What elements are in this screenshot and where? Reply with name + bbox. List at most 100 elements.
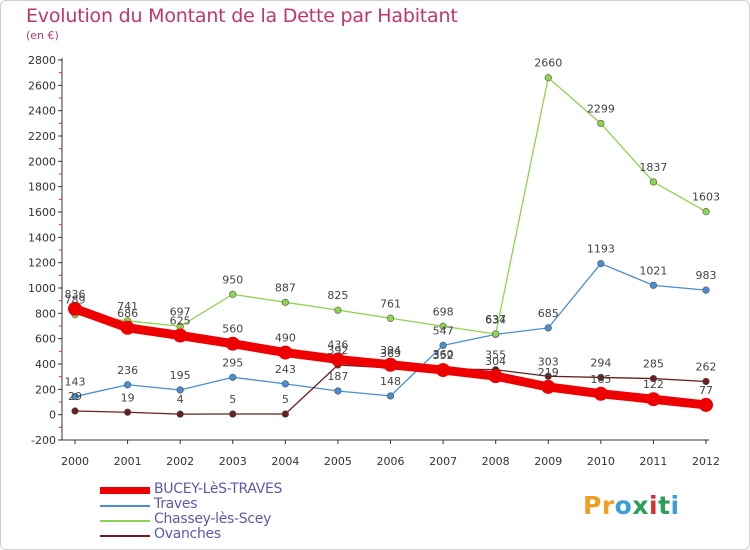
data-label: 634	[485, 313, 506, 326]
data-label: 29	[68, 390, 82, 403]
x-tick-label: 2009	[534, 455, 562, 468]
data-point	[176, 386, 184, 394]
data-label: 741	[117, 300, 138, 313]
data-label: 836	[65, 288, 86, 301]
data-label: 352	[433, 349, 454, 362]
y-tick-label: -200	[31, 434, 56, 447]
data-label: 19	[121, 391, 135, 404]
data-label: 761	[380, 297, 401, 310]
data-point	[71, 407, 79, 415]
data-label: 1021	[639, 264, 667, 277]
data-point	[176, 410, 184, 418]
data-label: 4	[177, 393, 184, 406]
x-tick-label: 2010	[587, 455, 615, 468]
data-point	[334, 306, 342, 314]
data-point	[281, 380, 289, 388]
y-tick-label: 1400	[28, 231, 56, 244]
data-label: 789	[65, 294, 86, 307]
x-tick-label: 2005	[324, 455, 352, 468]
data-label: 950	[222, 273, 243, 286]
data-label: 697	[170, 305, 191, 318]
data-label: 243	[275, 363, 296, 376]
y-tick-label: 600	[35, 333, 56, 346]
data-point	[383, 357, 398, 372]
data-point	[646, 392, 661, 407]
logo-letter: i	[670, 491, 680, 520]
data-label: 887	[275, 281, 296, 294]
data-label: 394	[380, 344, 401, 357]
data-label: 686	[117, 307, 138, 320]
x-tick-label: 2006	[377, 455, 405, 468]
data-label: 219	[538, 366, 559, 379]
data-point	[541, 379, 556, 394]
x-tick-label: 2003	[219, 455, 247, 468]
data-label: 825	[327, 289, 348, 302]
data-point	[702, 377, 710, 386]
logo-letter: P	[583, 491, 602, 520]
data-label: 547	[433, 324, 454, 337]
data-label: 1193	[587, 243, 615, 256]
y-tick-label: 2400	[28, 105, 56, 118]
y-tick-label: 1600	[28, 206, 56, 219]
data-label: 165	[590, 373, 611, 386]
data-label: 295	[222, 356, 243, 369]
data-point	[649, 178, 658, 186]
data-point	[593, 386, 608, 401]
data-label: 143	[65, 376, 86, 389]
data-label: 360	[433, 348, 454, 361]
data-point	[173, 328, 188, 343]
data-point	[439, 341, 447, 349]
y-tick-label: 200	[35, 383, 56, 396]
data-point	[649, 374, 658, 383]
data-point	[229, 410, 237, 418]
data-label: 187	[327, 370, 348, 383]
y-tick-label: 2800	[28, 54, 56, 67]
y-tick-label: 2200	[28, 130, 56, 143]
legend-swatch-traves	[100, 505, 150, 507]
data-point	[229, 373, 237, 381]
data-point	[439, 322, 447, 330]
x-tick-label: 2012	[692, 455, 720, 468]
data-point	[544, 324, 552, 332]
data-point	[544, 372, 552, 380]
data-point	[436, 363, 451, 378]
chart-title: Evolution du Montant de la Dette par Hab…	[26, 5, 458, 27]
y-tick-label: 800	[35, 307, 56, 320]
y-tick-label: 1000	[28, 282, 56, 295]
legend-label-traves: Traves	[154, 496, 198, 512]
x-tick-label: 2000	[61, 455, 89, 468]
data-label: 122	[643, 378, 664, 391]
logo-letter: i	[649, 491, 659, 520]
data-point	[699, 397, 713, 412]
data-point	[225, 336, 240, 351]
data-point	[386, 392, 395, 400]
logo-letter: r	[601, 491, 615, 520]
data-point	[544, 74, 552, 82]
series-line	[74, 77, 707, 335]
data-point	[330, 352, 345, 367]
data-point	[229, 290, 237, 298]
data-label: 5	[282, 393, 289, 406]
data-label: 303	[538, 355, 559, 368]
data-point	[702, 208, 710, 216]
data-label: 262	[696, 360, 717, 373]
data-point	[597, 259, 605, 268]
x-tick-label: 2002	[166, 455, 194, 468]
data-label: 392	[327, 344, 348, 357]
data-label: 560	[222, 323, 243, 336]
data-point	[649, 281, 658, 289]
data-label: 355	[485, 349, 506, 362]
y-tick-label: 0	[49, 409, 56, 422]
data-label: 285	[643, 358, 664, 371]
data-point	[386, 314, 395, 322]
legend-label-ovanches: Ovanches	[154, 526, 221, 542]
data-point	[68, 301, 82, 316]
data-label: 369	[380, 347, 401, 360]
logo-letter: t	[658, 491, 671, 520]
legend-label-chassey: Chassey-lès-Scey	[154, 511, 272, 527]
data-point	[281, 298, 289, 306]
logo-letter: x	[632, 491, 649, 520]
data-label: 685	[538, 307, 559, 320]
